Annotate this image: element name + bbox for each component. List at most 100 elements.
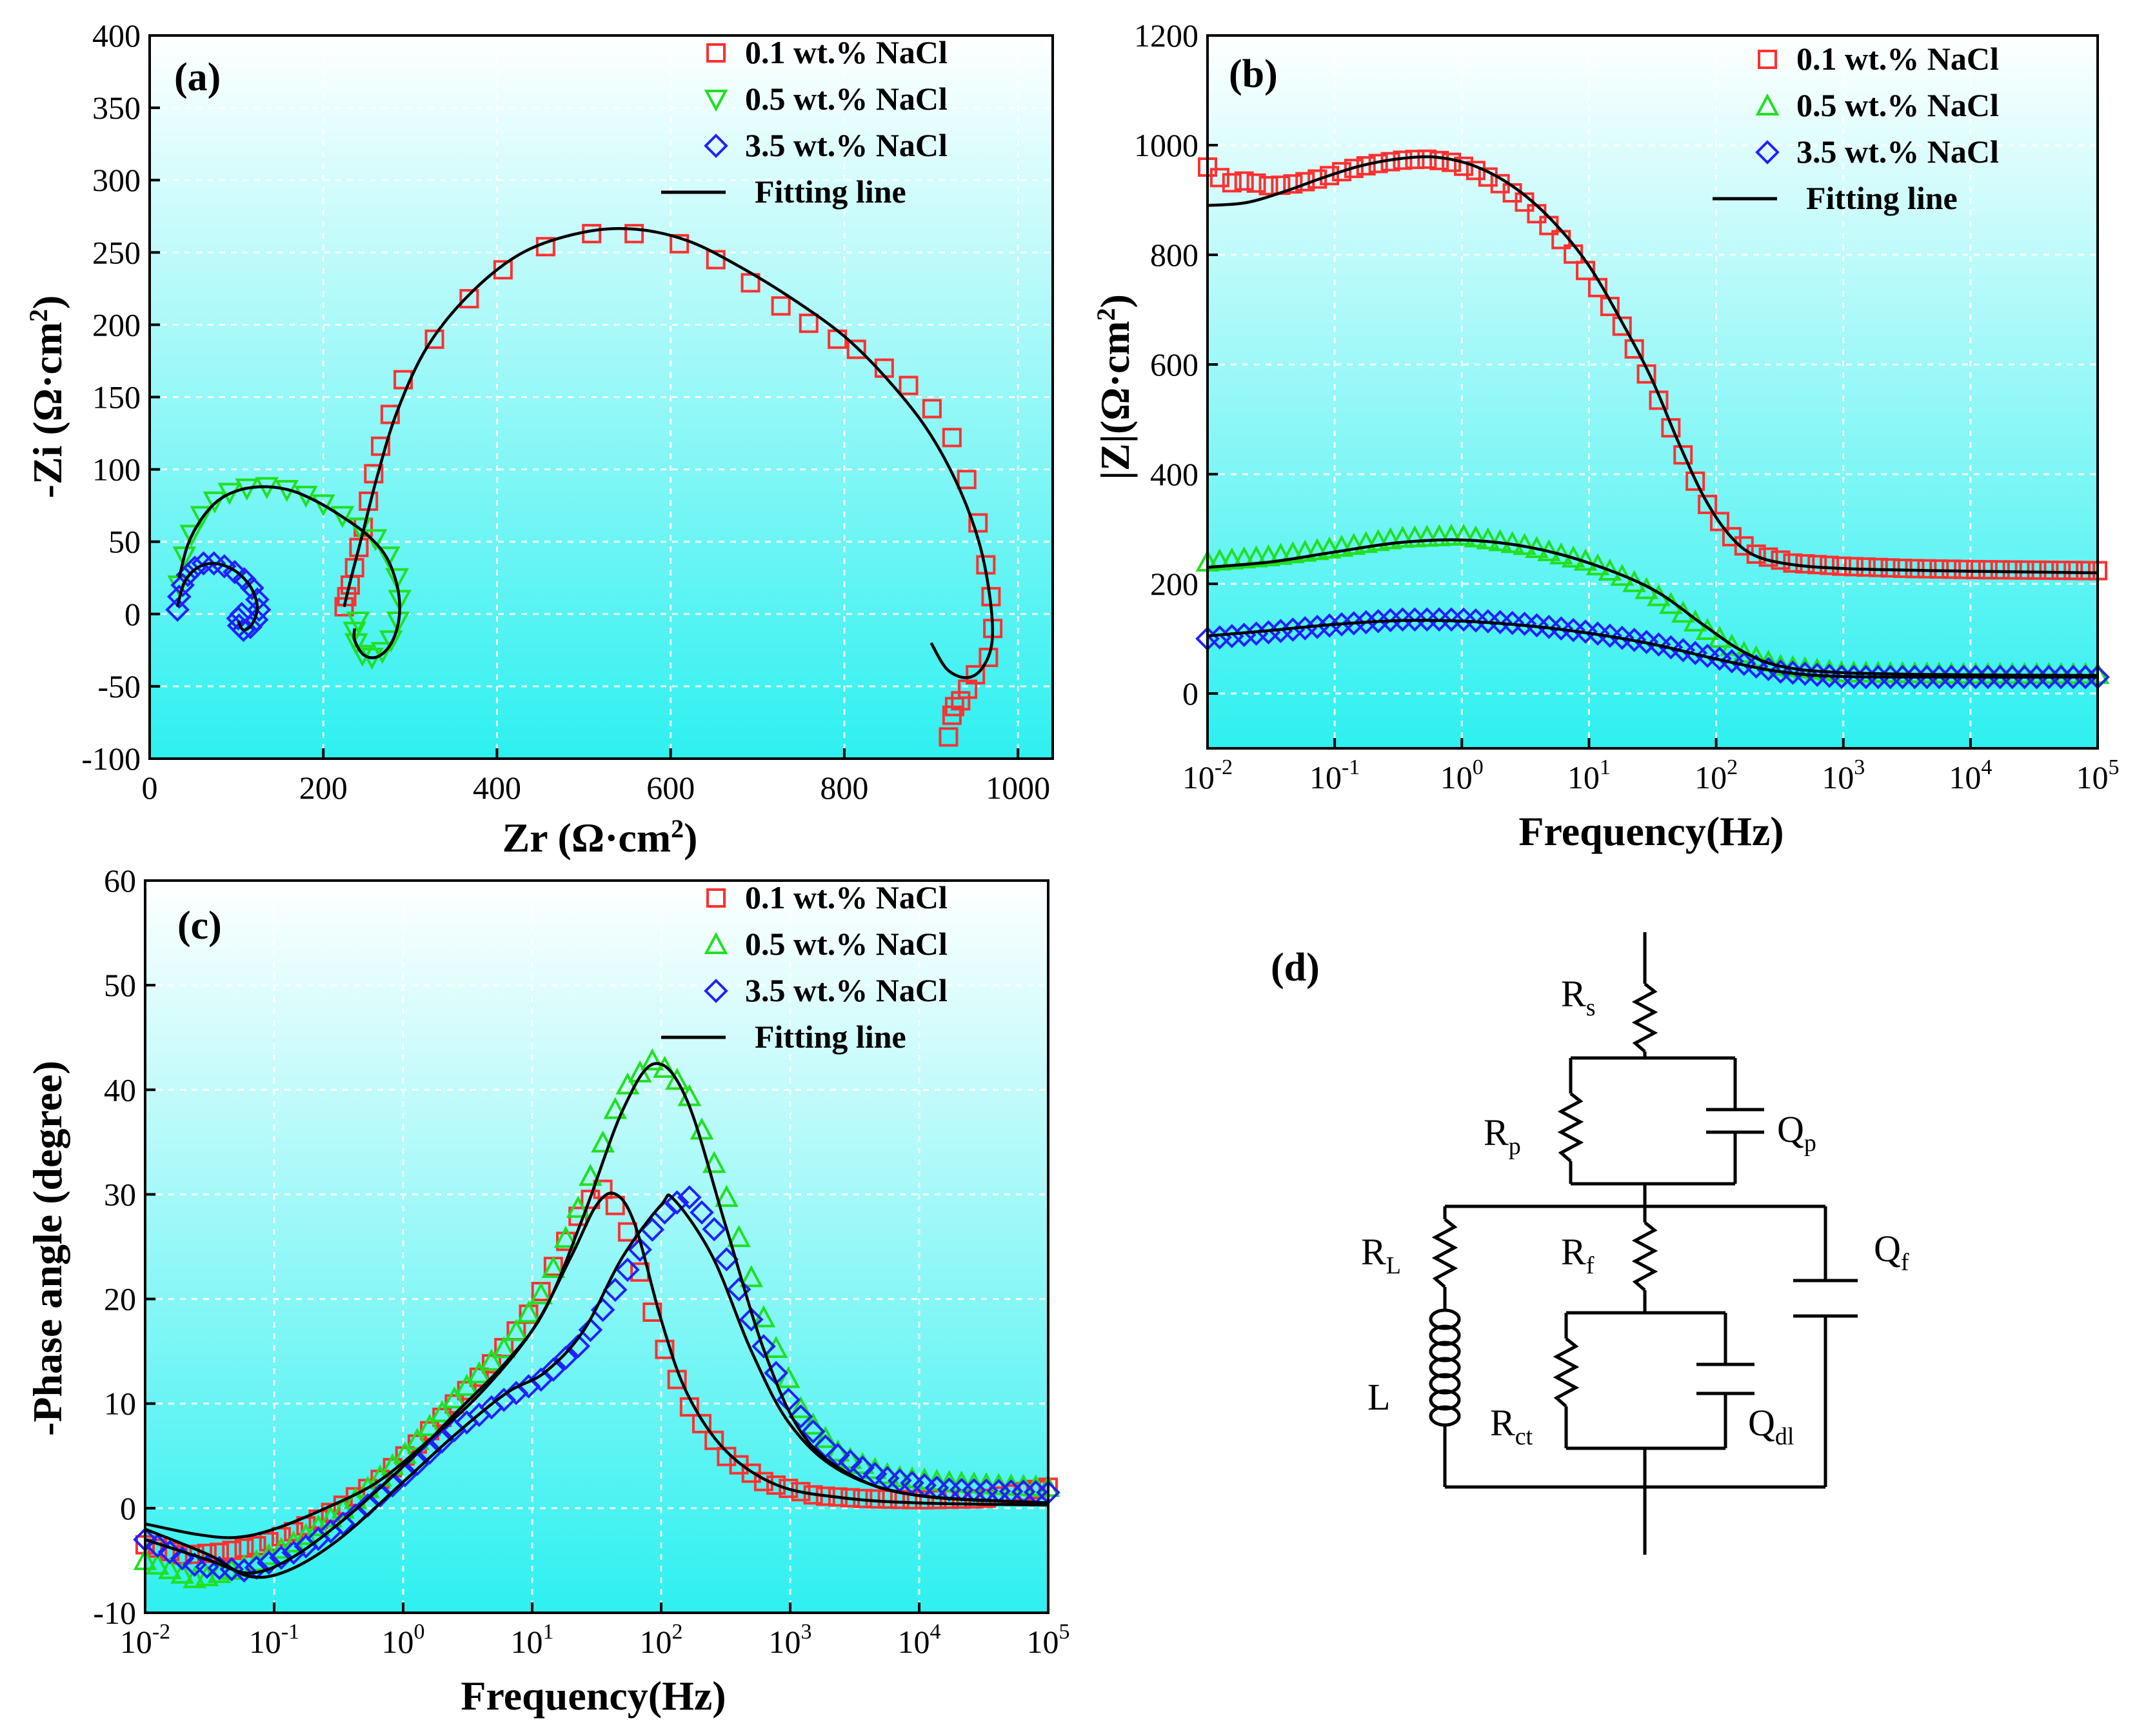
x-axis-label-c: Frequency(Hz) (461, 1673, 726, 1719)
frame-c (144, 879, 1049, 1614)
data-point-3 (739, 1307, 764, 1332)
y-tick-label: 200 (92, 306, 141, 343)
data-point-2 (591, 1130, 615, 1153)
data-point-1 (899, 375, 919, 395)
label-qp: Qp (1777, 1108, 1816, 1157)
data-point-1 (1234, 171, 1254, 191)
resistor-rct (1553, 1337, 1580, 1408)
y-tick-label: 300 (92, 162, 141, 198)
data-point-2 (1354, 530, 1378, 554)
data-point-2 (1220, 547, 1244, 570)
panel-b-bode-modulus: 10-2 10-1 100 101 102 103 104 105 0 200 400 600 800 1… (1091, 17, 2120, 854)
data-point-2 (467, 1361, 492, 1384)
data-point-1 (1222, 173, 1242, 193)
data-point-2 (579, 1164, 602, 1186)
y-axis-label-a: -Zi (Ω·cm2) (24, 295, 71, 499)
data-point-1 (1698, 494, 1718, 514)
data-point-1 (2063, 561, 2083, 581)
data-point-1 (1258, 175, 1278, 195)
y-tick-label: 10 (104, 1386, 136, 1422)
data-point-2 (1293, 539, 1317, 562)
y-tick-label: 50 (108, 524, 141, 560)
legend-marker (704, 932, 728, 954)
data-point-1 (259, 1531, 279, 1551)
data-point-2 (653, 1055, 677, 1078)
x-tick-label: 102 (640, 1620, 683, 1660)
data-point-3 (165, 597, 190, 622)
data-point-3 (417, 1440, 442, 1465)
data-point-2 (479, 1348, 504, 1371)
data-point-2 (379, 630, 403, 653)
data-point-1 (846, 339, 866, 359)
data-point-3 (430, 1429, 455, 1454)
data-point-1 (692, 1413, 712, 1433)
data-point-3 (1342, 611, 1366, 636)
data-point-2 (517, 1300, 541, 1323)
legend-entry: 3.5 wt.% NaCl (745, 127, 948, 163)
y-tick-label: 20 (104, 1281, 136, 1317)
data-point-2 (158, 1557, 182, 1579)
x-tick-label: 104 (1949, 755, 1992, 795)
data-point-2 (640, 1048, 664, 1071)
y-tick-label: 150 (92, 379, 141, 415)
data-point-3 (229, 601, 254, 626)
data-point-2 (1280, 541, 1305, 564)
data-point-2 (541, 1255, 566, 1279)
data-point-2 (370, 642, 395, 664)
x-tick-label: 104 (898, 1620, 941, 1660)
y-tick-label: 600 (1150, 346, 1198, 383)
data-point-1 (424, 329, 444, 349)
x-tick-label: 0 (142, 770, 158, 806)
y-tick-label: 0 (124, 596, 141, 632)
data-point-2 (350, 644, 375, 667)
data-point-1 (942, 428, 962, 448)
legend-c: 0.1 wt.% NaCl 0.5 wt.% NaCl 3.5 wt.% NaCl F… (661, 879, 948, 1055)
x-tick-label: 103 (769, 1620, 812, 1660)
data-point-2 (346, 612, 370, 634)
data-point-2 (504, 1319, 528, 1341)
label-qdl: Qdl (1748, 1402, 1794, 1450)
data-point-1 (957, 470, 977, 490)
data-point-1 (915, 1490, 935, 1510)
data-point-3 (1353, 610, 1378, 635)
data-point-2 (665, 1068, 689, 1090)
data-point-2 (442, 1386, 466, 1409)
data-point-3 (281, 1540, 306, 1565)
data-point-1 (958, 679, 978, 699)
data-point-3 (751, 1334, 776, 1359)
data-point-3 (1366, 609, 1391, 634)
y-axis-label-c: -Phase angle (degree) (25, 1061, 70, 1436)
data-point-1 (334, 597, 354, 617)
data-point-2 (1598, 558, 1622, 581)
data-point-1 (1868, 557, 1888, 577)
data-point-2 (1391, 525, 1415, 548)
data-point-3 (191, 551, 216, 576)
data-point-2 (937, 1470, 961, 1492)
y-tick-label: -50 (97, 668, 141, 704)
data-point-2 (417, 1413, 442, 1436)
data-point-1 (481, 1354, 501, 1374)
fitting-line-2 (1207, 538, 2098, 677)
legend-marker (1755, 93, 1780, 115)
marks-a (165, 224, 1003, 747)
data-point-2 (203, 491, 227, 514)
y-tick-label: 60 (104, 863, 136, 899)
data-point-2 (1415, 524, 1439, 547)
data-point-1 (1331, 162, 1351, 182)
data-point-1 (2002, 560, 2022, 580)
data-point-3 (838, 1449, 862, 1474)
data-point-2 (949, 1470, 974, 1493)
data-point-3 (240, 575, 264, 601)
data-point-1 (902, 1490, 922, 1510)
data-point-1 (349, 537, 369, 557)
data-point-1 (1832, 556, 1852, 576)
data-point-3 (862, 1462, 888, 1486)
x-tick-label: 103 (1822, 755, 1865, 795)
y-tick-label: 250 (92, 234, 141, 270)
data-point-2 (376, 546, 401, 569)
data-point-2 (179, 524, 203, 547)
x-tick-label: 10-2 (120, 1620, 170, 1660)
label-rct: Rct (1490, 1402, 1533, 1450)
data-point-2 (385, 568, 409, 590)
